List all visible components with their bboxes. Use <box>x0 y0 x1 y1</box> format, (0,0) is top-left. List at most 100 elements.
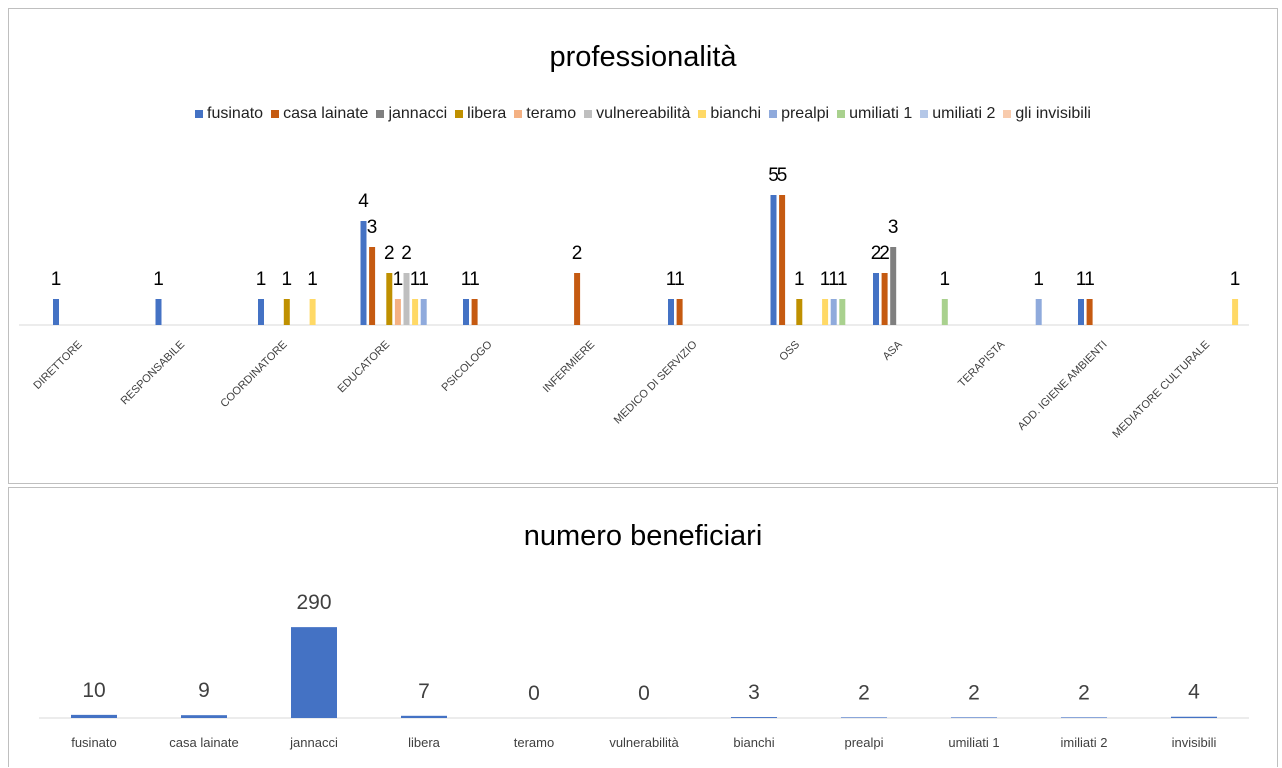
bar <box>731 717 777 718</box>
data-label: 2 <box>858 681 870 704</box>
data-label: 3 <box>367 217 378 238</box>
bar <box>841 717 887 718</box>
bar <box>1087 299 1093 325</box>
x-tick-label: MEDIATORE CULTURALE <box>1110 339 1212 441</box>
data-label: 1 <box>837 269 848 290</box>
bar <box>421 299 427 325</box>
x-tick-label: imiliati 2 <box>1061 735 1108 750</box>
data-label: 1 <box>1230 269 1241 290</box>
data-label: 1 <box>393 269 404 290</box>
bar <box>395 299 401 325</box>
bar <box>873 273 879 325</box>
bar <box>369 247 375 325</box>
bar <box>942 299 948 325</box>
bar <box>284 299 290 325</box>
bar <box>291 627 337 718</box>
bar <box>310 299 316 325</box>
bar <box>412 299 418 325</box>
bar <box>1078 299 1084 325</box>
bar <box>574 273 580 325</box>
bar <box>831 299 837 325</box>
bar <box>796 299 802 325</box>
data-label: 2 <box>879 243 890 264</box>
bar <box>882 273 888 325</box>
data-label: 1 <box>153 269 164 290</box>
data-label: 1 <box>418 269 429 290</box>
bar <box>677 299 683 325</box>
bar <box>404 273 410 325</box>
x-tick-label: casa lainate <box>169 735 238 750</box>
x-tick-label: vulnerabilità <box>609 735 679 750</box>
x-tick-label: TERAPISTA <box>956 338 1008 390</box>
data-label: 7 <box>418 680 430 703</box>
x-tick-label: jannacci <box>289 735 338 750</box>
x-tick-label: teramo <box>514 735 554 750</box>
bar <box>472 299 478 325</box>
data-label: 1 <box>794 269 805 290</box>
bar <box>181 715 227 718</box>
bar <box>1232 299 1238 325</box>
bar <box>822 299 828 325</box>
beneficiari-plot: 10 fusinato 9 casa lainate 290 jannacci 7 liber… <box>9 488 1279 768</box>
bar <box>53 299 59 325</box>
data-label: 2 <box>1078 681 1090 704</box>
bar <box>401 716 447 718</box>
x-tick-label: OSS <box>777 339 802 364</box>
x-tick-label: invisibili <box>1172 735 1217 750</box>
data-label: 2 <box>401 243 412 264</box>
data-label: 1 <box>674 269 685 290</box>
x-tick-label: bianchi <box>733 735 774 750</box>
data-label: 290 <box>296 591 331 614</box>
bar <box>1061 717 1107 718</box>
bar <box>890 247 896 325</box>
data-label: 1 <box>940 269 951 290</box>
bar <box>771 195 777 325</box>
bar <box>668 299 674 325</box>
data-label: 1 <box>256 269 267 290</box>
bar <box>258 299 264 325</box>
bar <box>1036 299 1042 325</box>
data-label: 4 <box>1188 681 1200 704</box>
data-label: 5 <box>777 165 788 186</box>
bar <box>386 273 392 325</box>
x-tick-label: COORDINATORE <box>218 339 289 410</box>
data-label: 1 <box>282 269 293 290</box>
x-tick-label: ADD. IGIENE AMBIENTI <box>1016 339 1110 433</box>
bar <box>951 717 997 718</box>
bar <box>71 715 117 718</box>
x-tick-label: umiliati 1 <box>948 735 999 750</box>
data-label: 2 <box>572 243 583 264</box>
x-tick-label: MEDICO DI SERVIZIO <box>612 338 700 426</box>
data-label: 1 <box>51 269 62 290</box>
x-tick-label: RESPONSABILE <box>119 339 188 408</box>
x-tick-label: ASA <box>881 338 906 363</box>
bar <box>463 299 469 325</box>
data-label: 0 <box>528 682 540 705</box>
bar <box>839 299 845 325</box>
data-label: 4 <box>358 191 369 212</box>
data-label: 10 <box>82 679 105 702</box>
data-label: 2 <box>968 681 980 704</box>
x-tick-label: DIRETTORE <box>31 339 84 392</box>
bar <box>779 195 785 325</box>
data-label: 0 <box>638 682 650 705</box>
x-tick-label: INFERMIERE <box>541 339 597 395</box>
x-tick-label: libera <box>408 735 441 750</box>
data-label: 3 <box>888 217 899 238</box>
bar <box>361 221 367 325</box>
data-label: 1 <box>469 269 480 290</box>
data-label: 1 <box>307 269 318 290</box>
data-label: 1 <box>1084 269 1095 290</box>
x-tick-label: prealpi <box>844 735 883 750</box>
data-label: 3 <box>748 681 760 704</box>
data-label: 2 <box>384 243 395 264</box>
data-label: 9 <box>198 679 210 702</box>
bar <box>1171 717 1217 718</box>
bar <box>156 299 162 325</box>
x-tick-label: EDUCATORE <box>336 339 393 396</box>
data-label: 1 <box>1033 269 1044 290</box>
x-tick-label: fusinato <box>71 735 117 750</box>
